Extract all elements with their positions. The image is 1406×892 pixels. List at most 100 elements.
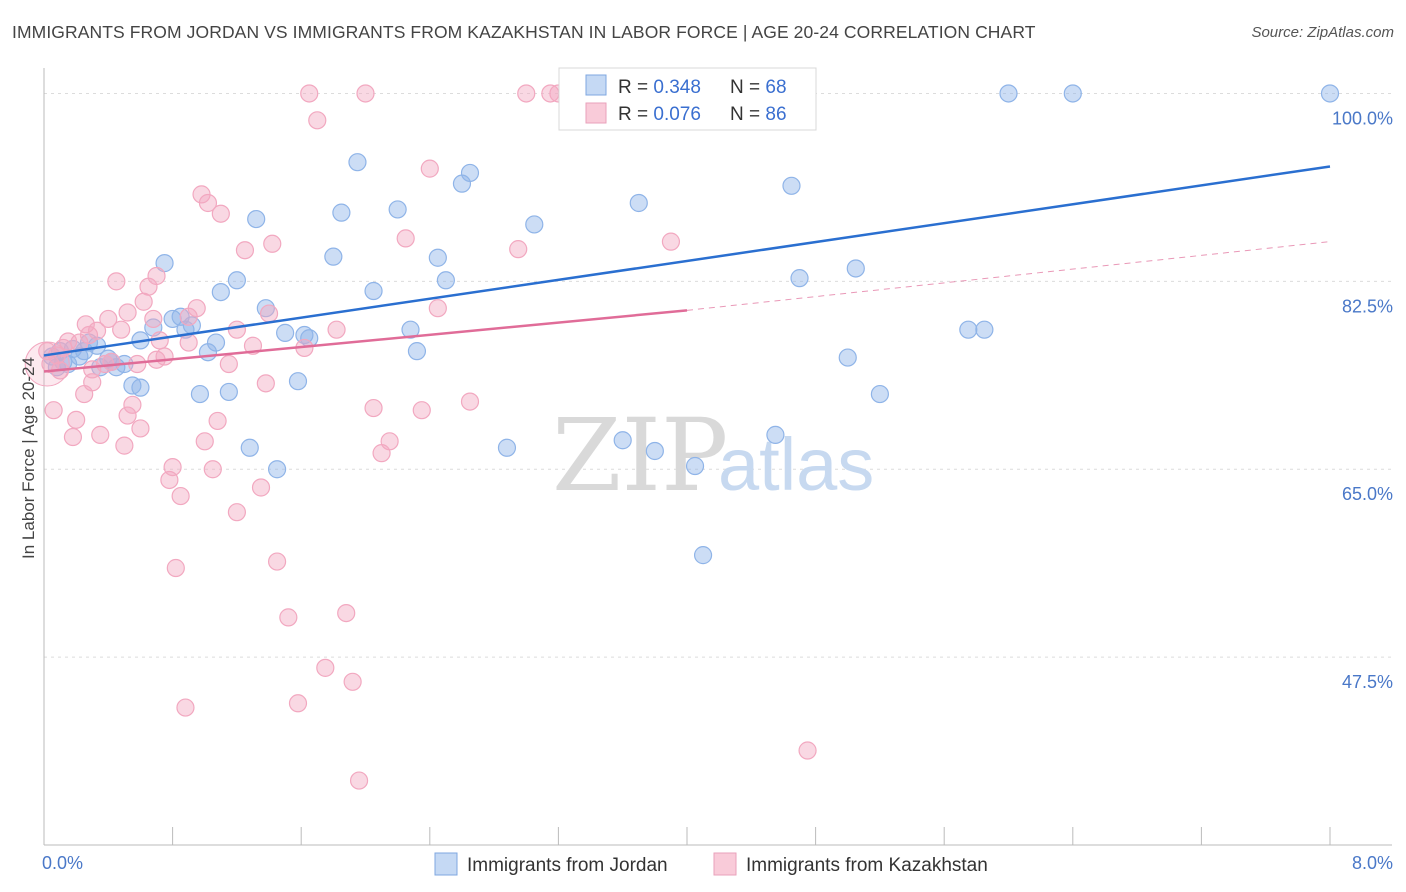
series-swatch-jordan [434, 852, 458, 876]
data-point-kazakhstan [661, 232, 681, 251]
data-point-kazakhstan [131, 419, 150, 438]
data-point-kazakhstan [115, 436, 134, 455]
data-point-jordan [348, 153, 367, 172]
data-point-kazakhstan [118, 303, 137, 322]
data-points [24, 84, 1340, 790]
watermark-zip: ZIP [552, 397, 728, 514]
data-point-kazakhstan [349, 771, 369, 790]
data-point-jordan [288, 372, 308, 391]
data-point-jordan [401, 320, 420, 339]
data-point-kazakhstan [67, 410, 86, 429]
data-point-kazakhstan [107, 272, 126, 291]
correlation-legend: R = 0.348 N = 68 R = 0.076 N = 86 [558, 67, 817, 131]
data-point-jordan [206, 333, 226, 352]
data-point-jordan [219, 382, 238, 402]
data-point-kazakhstan [396, 229, 415, 248]
legend-n-row-jordan: N = 68 [730, 77, 787, 98]
y-tick-labels: 47.5% 65.0% 82.5% 100.0% [1332, 108, 1393, 692]
data-point-jordan [629, 193, 648, 213]
data-point-jordan [460, 163, 480, 183]
trend-lines [43, 165, 1331, 373]
legend-n-value-jordan: 68 [765, 77, 786, 98]
data-point-kazakhstan [147, 266, 166, 286]
x-tick-label: 0.0% [42, 853, 83, 873]
data-point-kazakhstan [337, 603, 356, 623]
data-point-jordan [70, 347, 89, 366]
data-point-kazakhstan [428, 299, 447, 318]
data-point-kazakhstan [420, 159, 439, 178]
data-point-kazakhstan [102, 352, 121, 371]
y-tick-label: 100.0% [1332, 108, 1393, 128]
y-tick-label: 82.5% [1342, 296, 1393, 316]
legend-row-jordan: R = 0.348 [618, 77, 701, 98]
data-point-kazakhstan [203, 460, 222, 479]
data-point-jordan [525, 215, 544, 234]
data-point-kazakhstan [144, 309, 163, 329]
data-point-jordan [388, 200, 407, 219]
series-legend: Immigrants from Jordan Immigrants from K… [434, 852, 988, 876]
data-point-kazakhstan [364, 398, 383, 418]
data-point-kazakhstan [91, 425, 110, 444]
data-point-kazakhstan [171, 486, 190, 506]
data-point-kazakhstan [267, 552, 287, 571]
data-point-kazakhstan [166, 558, 185, 578]
data-point-kazakhstan [308, 111, 327, 130]
data-point-kazakhstan [227, 503, 246, 522]
x-tick-labels: 0.0% 8.0% [42, 853, 1393, 873]
data-point-jordan [211, 282, 230, 302]
source-attribution: Source: ZipAtlas.com [1251, 24, 1394, 41]
data-point-jordan [276, 323, 295, 342]
data-point-jordan [497, 438, 517, 457]
data-point-kazakhstan [316, 658, 335, 677]
series-swatch-kazakhstan [713, 852, 737, 876]
legend-n-label: N = [730, 77, 765, 98]
data-point-kazakhstan [509, 240, 528, 259]
data-point-kazakhstan [235, 241, 255, 260]
legend-r-value-jordan: 0.348 [653, 77, 701, 98]
data-point-jordan [645, 441, 664, 461]
data-point-kazakhstan [83, 360, 102, 379]
data-point-jordan [1320, 84, 1340, 103]
data-point-kazakhstan [460, 392, 480, 411]
data-point-kazakhstan [412, 401, 431, 420]
legend-r-label: R = [618, 104, 653, 125]
data-point-jordan [685, 456, 705, 476]
data-point-jordan [267, 460, 287, 479]
data-point-kazakhstan [263, 234, 282, 253]
data-point-kazakhstan [356, 84, 375, 103]
data-point-jordan [131, 378, 150, 397]
data-point-kazakhstan [211, 204, 230, 223]
data-point-jordan [227, 271, 246, 290]
data-point-jordan [838, 348, 857, 367]
data-point-kazakhstan [198, 193, 218, 213]
data-point-kazakhstan [219, 354, 238, 374]
legend-n-label: N = [730, 104, 765, 125]
data-point-jordan [364, 281, 383, 301]
data-point-kazakhstan [251, 478, 271, 497]
data-point-jordan [782, 176, 801, 195]
data-point-kazakhstan [44, 401, 63, 420]
data-point-kazakhstan [300, 84, 319, 103]
data-point-jordan [155, 254, 174, 273]
data-point-jordan [975, 320, 994, 339]
chart-title: IMMIGRANTS FROM JORDAN VS IMMIGRANTS FRO… [12, 22, 1036, 42]
data-point-kazakhstan [195, 432, 214, 451]
legend-r-label: R = [618, 77, 653, 98]
data-point-kazakhstan [259, 304, 279, 323]
data-point-kazakhstan [327, 320, 346, 339]
data-point-kazakhstan [179, 333, 198, 352]
y-tick-label: 65.0% [1342, 484, 1393, 504]
y-axis-label: In Labor Force | Age 20-24 [19, 357, 38, 559]
data-point-kazakhstan [187, 299, 206, 318]
series-name-kazakhstan: Immigrants from Kazakhstan [746, 855, 988, 876]
data-point-kazakhstan [256, 374, 275, 393]
data-point-kazakhstan [76, 315, 95, 334]
data-point-jordan [693, 546, 713, 565]
data-point-kazakhstan [112, 320, 131, 339]
legend-r-value-kazakhstan: 0.076 [653, 104, 701, 125]
data-point-kazakhstan [279, 608, 298, 627]
data-point-kazakhstan [176, 698, 195, 717]
data-point-jordan [295, 325, 314, 345]
data-point-jordan [999, 84, 1018, 103]
